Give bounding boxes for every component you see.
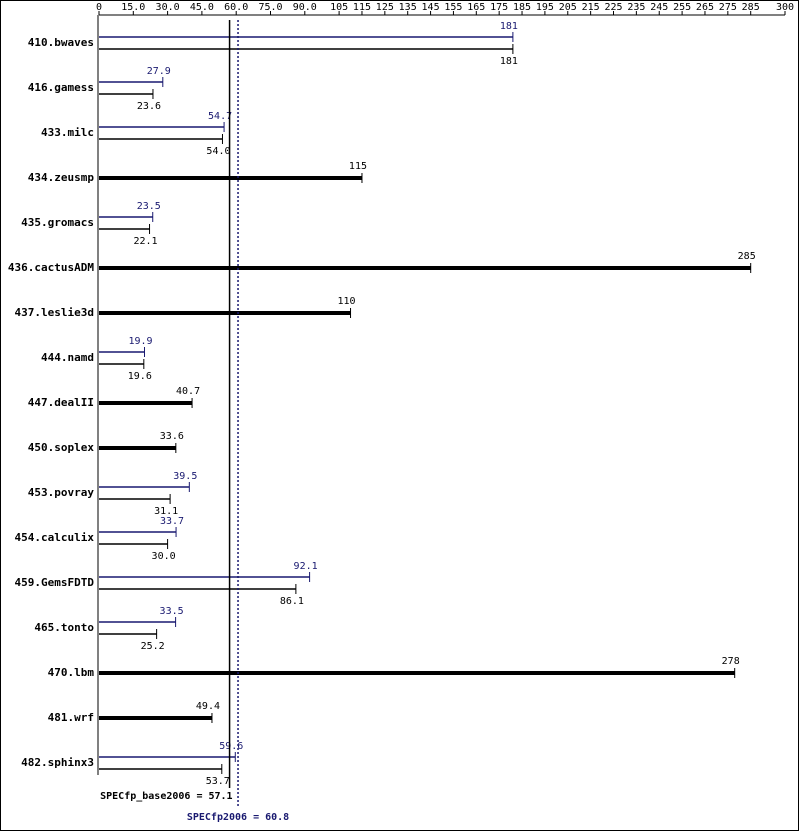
- category-label: 459.GemsFDTD: [15, 576, 95, 589]
- category-label: 470.lbm: [48, 666, 95, 679]
- category-label: 447.dealII: [28, 396, 94, 409]
- x-tick-label: 195: [536, 2, 554, 13]
- x-tick-label: 125: [376, 2, 394, 13]
- summary-label: SPECfp2006 = 60.8: [187, 812, 289, 823]
- x-tick-label: 205: [559, 2, 577, 13]
- x-tick-label: 15.0: [121, 2, 145, 13]
- value-label: 30.0: [152, 551, 176, 562]
- value-label: 181: [500, 21, 518, 32]
- category-label: 444.namd: [41, 351, 94, 364]
- x-tick-label: 175: [490, 2, 508, 13]
- x-tick-label: 245: [650, 2, 668, 13]
- value-label: 19.9: [128, 336, 152, 347]
- x-tick-label: 115: [353, 2, 371, 13]
- category-label: 481.wrf: [48, 711, 94, 724]
- value-label: 33.6: [160, 431, 184, 442]
- x-tick-label: 265: [696, 2, 714, 13]
- x-tick-label: 60.0: [224, 2, 248, 13]
- value-label: 54.0: [206, 146, 230, 157]
- x-tick-label: 155: [444, 2, 462, 13]
- value-label: 110: [338, 296, 356, 307]
- category-label: 434.zeusmp: [28, 171, 95, 184]
- value-label: 285: [738, 251, 756, 262]
- x-tick-label: 90.0: [293, 2, 317, 13]
- category-label: 465.tonto: [34, 621, 94, 634]
- value-label: 19.6: [128, 371, 152, 382]
- value-label: 54.7: [208, 111, 232, 122]
- value-label: 278: [722, 656, 740, 667]
- value-label: 25.2: [141, 641, 165, 652]
- value-label: 27.9: [147, 66, 171, 77]
- category-label: 433.milc: [41, 126, 94, 139]
- x-tick-label: 185: [513, 2, 531, 13]
- value-label: 23.5: [137, 201, 161, 212]
- x-tick-label: 225: [604, 2, 622, 13]
- x-tick-label: 285: [742, 2, 760, 13]
- value-label: 53.7: [206, 776, 230, 787]
- value-label: 86.1: [280, 596, 304, 607]
- x-tick-label: 235: [627, 2, 645, 13]
- value-label: 33.5: [160, 606, 184, 617]
- value-label: 39.5: [173, 471, 197, 482]
- x-tick-label: 165: [467, 2, 485, 13]
- category-label: 436.cactusADM: [8, 261, 94, 274]
- value-label: 59.6: [219, 741, 243, 752]
- category-label: 454.calculix: [15, 531, 95, 544]
- category-label: 410.bwaves: [28, 36, 94, 49]
- value-label: 181: [500, 56, 518, 67]
- x-tick-label: 300: [776, 2, 794, 13]
- category-label: 450.soplex: [28, 441, 95, 454]
- category-label: 482.sphinx3: [21, 756, 94, 769]
- category-label: 435.gromacs: [21, 216, 94, 229]
- x-tick-label: 145: [422, 2, 440, 13]
- x-tick-label: 0: [96, 2, 102, 13]
- x-tick-label: 45.0: [190, 2, 214, 13]
- x-tick-label: 75.0: [258, 2, 282, 13]
- x-tick-label: 215: [582, 2, 600, 13]
- x-tick-label: 30.0: [156, 2, 180, 13]
- value-label: 33.7: [160, 516, 184, 527]
- category-label: 453.povray: [28, 486, 95, 499]
- value-label: 31.1: [154, 506, 178, 517]
- value-label: 49.4: [196, 701, 220, 712]
- value-label: 23.6: [137, 101, 161, 112]
- x-tick-label: 135: [399, 2, 417, 13]
- summary-label: SPECfp_base2006 = 57.1: [100, 791, 232, 802]
- category-label: 437.leslie3d: [15, 306, 94, 319]
- category-label: 416.gamess: [28, 81, 94, 94]
- value-label: 40.7: [176, 386, 200, 397]
- value-label: 22.1: [133, 236, 157, 247]
- x-tick-label: 105: [330, 2, 348, 13]
- x-tick-label: 275: [719, 2, 737, 13]
- value-label: 92.1: [294, 561, 318, 572]
- x-tick-label: 255: [673, 2, 691, 13]
- value-label: 115: [349, 161, 367, 172]
